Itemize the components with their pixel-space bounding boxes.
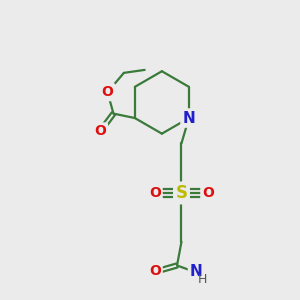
Text: O: O [149, 186, 161, 200]
Text: O: O [102, 85, 113, 99]
Text: H: H [198, 273, 208, 286]
Text: O: O [94, 124, 106, 138]
Text: O: O [149, 264, 161, 278]
Text: O: O [202, 186, 214, 200]
Text: S: S [176, 184, 188, 202]
Text: N: N [182, 110, 195, 125]
Text: N: N [190, 264, 203, 279]
